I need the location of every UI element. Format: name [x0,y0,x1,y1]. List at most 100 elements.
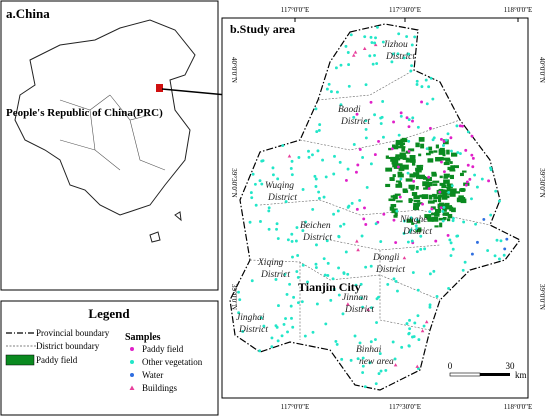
sample-dot [354,283,358,287]
sample-dot [420,85,424,89]
sample-dot [503,247,507,251]
sample-dot [271,173,275,177]
paddy-area [439,182,446,186]
sample-dot [428,126,432,130]
paddy-area [410,159,416,163]
sample-dot [379,369,383,373]
paddy-area [398,182,402,186]
sample-dot [444,138,448,142]
sample-dot [294,239,298,243]
sample-dot [407,344,411,348]
paddy-area [415,175,421,179]
sample-dot [415,218,419,222]
sample-dot [417,338,421,342]
sample-dot [314,185,318,188]
sample-dot [411,335,414,339]
sample-dot [369,100,373,104]
sample-dot [261,159,265,163]
paddy-area [419,194,423,198]
sample-dot [466,163,470,167]
sample-dot [254,203,258,207]
sample-dot [364,265,368,269]
sample-dot [428,272,432,276]
sample-dot [361,356,365,360]
sample-dot [415,227,419,231]
sample-dot [431,97,435,101]
lon-tick-label: 118°0'0"E [504,403,532,411]
sample-dot [476,240,479,244]
sample-dot [342,271,346,275]
sample-dot [342,222,346,226]
sample-dot [391,340,395,344]
legend-boundary: Paddy field [36,355,78,365]
paddy-area [416,164,421,167]
sample-dot [435,295,439,298]
sample-dot [471,156,475,160]
sample-dot [330,90,333,94]
sample-dot [237,311,241,315]
paddy-area [424,214,432,219]
sample-dot [409,69,413,73]
sample-dot [441,219,445,223]
sample-dot [296,254,300,257]
district-name: Jinnan [342,293,368,303]
sample-dot [336,209,340,213]
legend-boundary: Provincial boundary [36,328,110,338]
paddy-area [401,147,406,152]
sample-dot [288,282,292,286]
sample-dot [374,36,377,40]
legend-sample-label: Paddy field [142,344,184,354]
sample-dot [428,303,432,307]
sample-dot [475,185,479,189]
paddy-area [439,147,445,152]
paddy-area [392,164,398,168]
legend-frame [0,300,219,416]
sample-dot [461,268,465,272]
lat-tick-label: 39°30'0"N [538,168,546,197]
sample-dot [423,247,427,251]
paddy-area [415,142,420,148]
sample-dot [446,132,450,136]
paddy-area [431,212,436,216]
sample-dot [462,220,466,224]
sample-dot [361,305,365,309]
sample-dot [471,165,475,169]
sample-dot [427,187,431,191]
sample-dot [352,143,356,146]
sample-dot [410,64,414,68]
paddy-area [397,163,403,167]
sample-dot [449,241,453,245]
sample-dot [415,79,419,83]
paddy-area [428,146,433,151]
sample-dot [447,286,451,290]
paddy-area [454,165,459,169]
sample-dot [374,222,378,226]
sample-dot [473,173,477,177]
sample-dot [259,316,263,320]
study-marker [156,84,163,92]
sample-dot [317,196,321,200]
sample-dot [352,115,356,119]
sample-triangle [366,307,370,311]
paddy-area [408,184,415,189]
sample-dot [290,316,293,320]
sample-dot [382,135,385,139]
sample-dot [373,53,376,57]
district-suffix: new area [359,357,394,367]
sample-dot [365,185,369,189]
sample-dot [325,239,329,243]
paddy-area [409,173,416,178]
paddy-area [438,188,444,191]
sample-dot [379,122,383,125]
sample-dot [334,339,338,343]
paddy-area [438,202,445,206]
paddy-area [418,137,425,142]
paddy-area [439,222,443,228]
sample-dot [375,62,379,65]
sample-dot [374,382,378,386]
paddy-area [395,156,400,161]
sample-dot [362,217,366,221]
sample-dot [470,153,474,157]
sample-dot [253,182,257,186]
district-suffix: District [267,193,297,203]
